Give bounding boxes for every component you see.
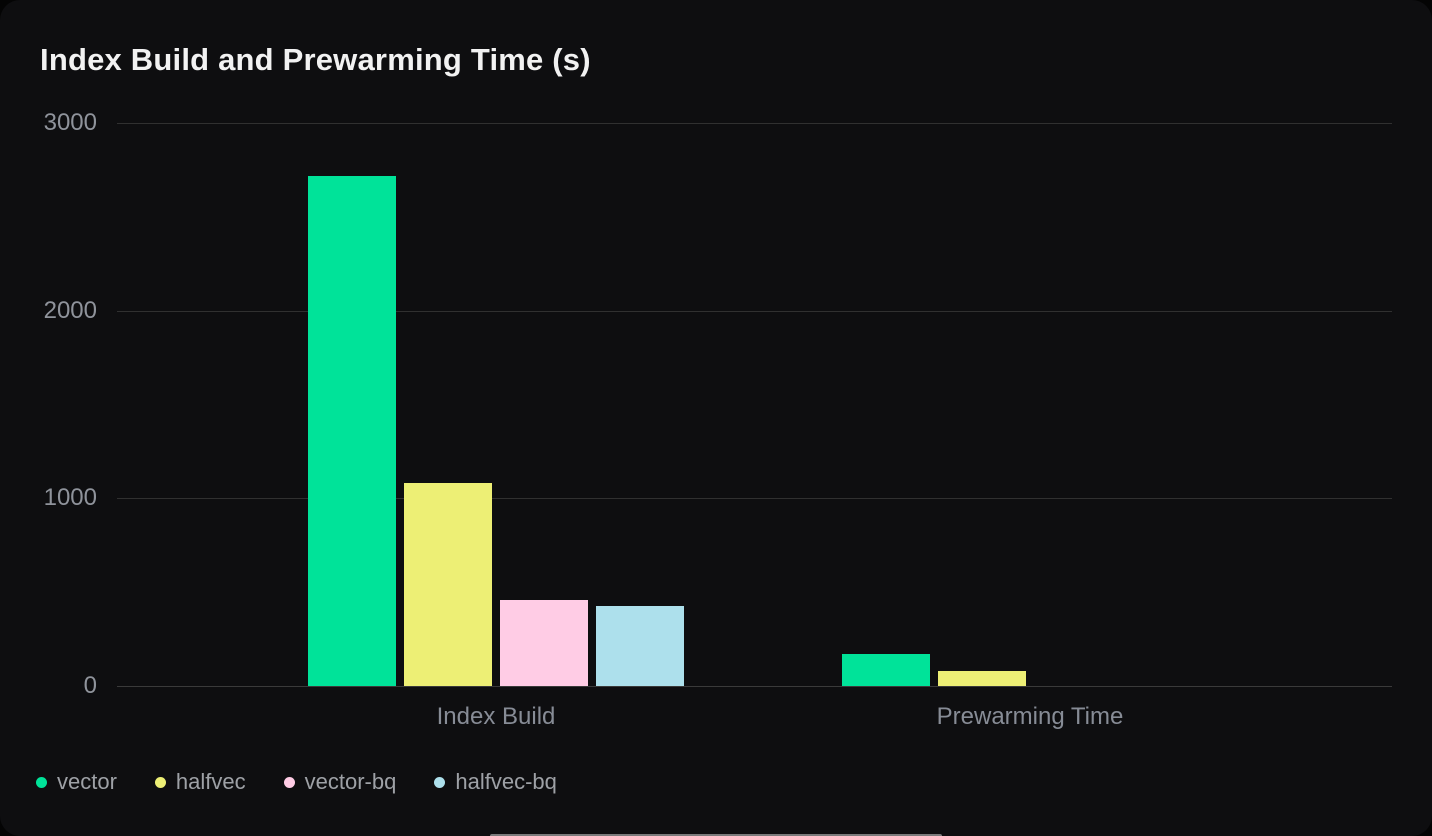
legend: vector halfvec vector-bq halfvec-bq [36, 769, 557, 795]
bar-halfvec-bq-index-build[interactable] [596, 606, 684, 686]
x-axis-label-index-build: Index Build [436, 703, 556, 730]
legend-dot-icon [434, 776, 446, 788]
y-tick-label-0: 0 [83, 672, 97, 699]
legend-item-vector-bq[interactable]: vector-bq [283, 769, 397, 795]
chart-title: Index Build and Prewarming Time (s) [40, 42, 591, 77]
bar-vector-bq-index-build[interactable] [500, 599, 588, 686]
legend-item-halfvec[interactable]: halfvec [154, 769, 246, 795]
legend-dot-icon [283, 776, 295, 788]
gridline-0 [117, 686, 1392, 687]
gridline-3000 [117, 123, 1392, 124]
legend-label: vector-bq [304, 769, 397, 794]
bar-vector-index-build[interactable] [308, 175, 396, 686]
legend-dot-icon [154, 776, 166, 788]
y-tick-label-1000: 1000 [43, 484, 97, 512]
gridline-1000 [117, 498, 1392, 500]
bar-halfvec-prewarming-time[interactable] [938, 671, 1026, 686]
legend-label: vector [57, 769, 117, 794]
legend-dot-icon [36, 776, 47, 788]
legend-label: halfvec-bq [455, 769, 557, 794]
bar-halfvec-index-build[interactable] [404, 483, 492, 686]
gridline-2000 [117, 310, 1392, 312]
y-tick-label-2000: 2000 [43, 296, 97, 324]
plot-area [117, 123, 1392, 687]
page-edge-highlight [490, 834, 942, 836]
x-axis-label-prewarming-time: Prewarming Time [936, 703, 1124, 730]
legend-item-halfvec-bq[interactable]: halfvec-bq [434, 769, 557, 795]
bar-vector-prewarming-time[interactable] [842, 654, 930, 686]
legend-label: halfvec [175, 769, 246, 794]
y-tick-label-3000: 3000 [43, 109, 97, 136]
legend-item-vector[interactable]: vector [36, 769, 117, 795]
